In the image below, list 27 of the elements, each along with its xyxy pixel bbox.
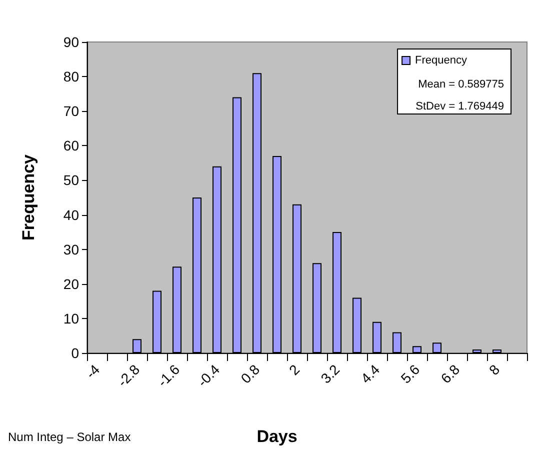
y-tick-label: 0 [71, 345, 80, 361]
x-tick-label: 0.8 [238, 361, 263, 386]
y-tick-label: 30 [63, 241, 80, 258]
x-tick-label: -0.4 [194, 361, 223, 390]
legend-label: Frequency [415, 54, 468, 66]
y-tick-label: 50 [63, 172, 80, 188]
x-tick-label: -4 [82, 361, 103, 382]
x-tick-label: 6.8 [438, 361, 463, 386]
text: Num Integ – Solar Max [8, 430, 131, 444]
x-tick-label: 2 [286, 361, 303, 378]
y-tick-label: 70 [63, 103, 80, 120]
x-tick-label: 8 [486, 361, 503, 378]
y-tick-label: 60 [63, 138, 80, 154]
annotation: StDev = 1.769449 [416, 100, 504, 112]
x-tick-label: 5.6 [398, 361, 423, 386]
x-axis-title: Days [256, 427, 298, 446]
y-tick-label: 20 [63, 276, 80, 292]
annotation: Mean = 0.589775 [418, 78, 504, 90]
y-tick-label: 90 [63, 34, 80, 50]
y-tick-label: 10 [63, 310, 80, 326]
x-tick-label: 3.2 [318, 361, 343, 386]
y-axis-title: Frequency [19, 154, 38, 240]
x-tick-label: -2.8 [114, 361, 143, 390]
x-tick-label: 4.4 [358, 361, 383, 386]
y-tick-label: 40 [63, 206, 80, 223]
y-tick-label: 80 [63, 68, 80, 85]
x-tick-label: -1.6 [154, 361, 183, 390]
